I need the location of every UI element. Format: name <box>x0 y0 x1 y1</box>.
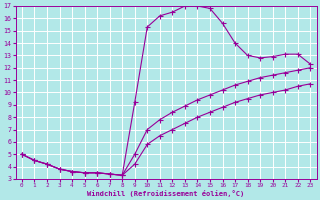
X-axis label: Windchill (Refroidissement éolien,°C): Windchill (Refroidissement éolien,°C) <box>87 190 245 197</box>
